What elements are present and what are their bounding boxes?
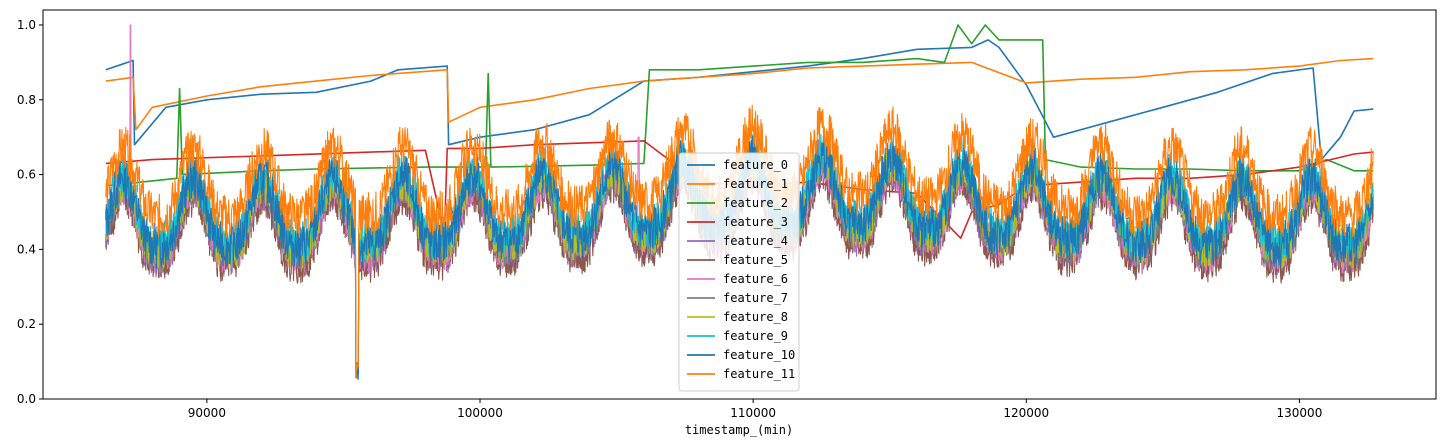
- legend-entry: feature_2: [723, 196, 788, 210]
- x-axis-label: timestamp_(min): [685, 423, 793, 437]
- y-tick-label: 0.8: [17, 93, 36, 107]
- feature-1-line: [105, 57, 1374, 131]
- x-tick-label: 130000: [1277, 406, 1323, 420]
- legend-entry: feature_0: [723, 158, 788, 172]
- x-tick-label: 90000: [188, 406, 226, 420]
- y-tick-label: 1.0: [17, 18, 36, 32]
- legend-entry: feature_10: [723, 348, 795, 362]
- legend-entry: feature_8: [723, 310, 788, 324]
- legend-entry: feature_11: [723, 367, 795, 381]
- x-tick-label: 100000: [457, 406, 503, 420]
- legend-entry: feature_9: [723, 329, 788, 343]
- legend: feature_0 feature_1 feature_2 feature_3feat…: [678, 152, 800, 392]
- legend-entry: feature_6: [723, 272, 788, 286]
- y-tick-label: 0.4: [17, 242, 36, 256]
- legend-entry: feature_5: [723, 253, 788, 267]
- y-tick-label: 0.6: [17, 168, 36, 182]
- legend-box: [678, 152, 800, 392]
- x-tick-label: 120000: [1003, 406, 1049, 420]
- legend-entry: feature_4: [723, 234, 788, 248]
- legend-entry: feature_7: [723, 291, 788, 305]
- feature-11-line: [105, 104, 1374, 379]
- y-tick-label: 0.0: [17, 392, 36, 406]
- x-tick-label: 110000: [730, 406, 776, 420]
- y-axis: 0.0 0.2 0.4 0.6 0.8 1.0: [17, 18, 43, 406]
- legend-entry: feature_1: [723, 177, 788, 191]
- feature-0-line: [105, 39, 1374, 161]
- y-tick-label: 0.2: [17, 317, 36, 331]
- plot-frame: [42, 9, 1437, 400]
- legend-entry: feature_3: [723, 215, 788, 229]
- x-axis: 90000 100000 110000 120000 130000: [188, 399, 1323, 420]
